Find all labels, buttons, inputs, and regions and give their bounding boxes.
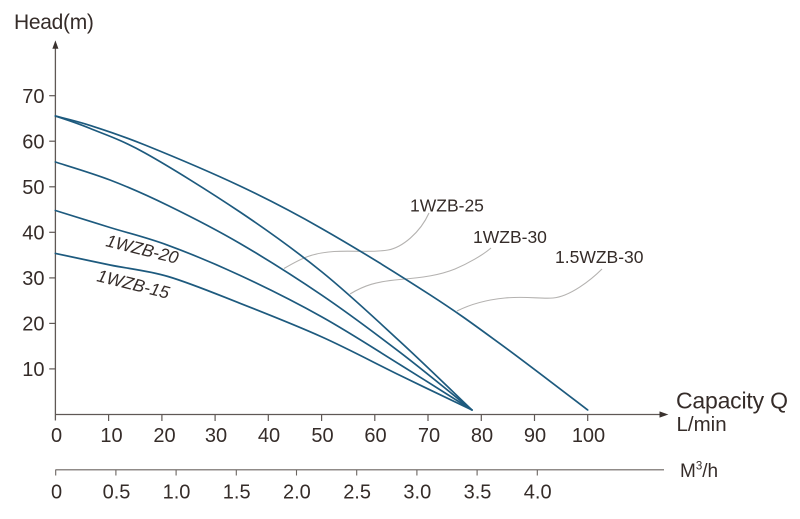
- svg-text:1WZB-25: 1WZB-25: [410, 195, 484, 215]
- svg-text:4.0: 4.0: [524, 482, 552, 504]
- svg-text:Head(m): Head(m): [14, 11, 94, 34]
- svg-text:2.5: 2.5: [343, 482, 371, 504]
- svg-text:90: 90: [524, 425, 546, 447]
- svg-text:70: 70: [418, 425, 440, 447]
- svg-text:L/min: L/min: [677, 413, 727, 436]
- svg-text:M3/h: M3/h: [680, 461, 718, 483]
- svg-text:80: 80: [471, 425, 493, 447]
- svg-text:50: 50: [311, 425, 333, 447]
- svg-text:1WZB-30: 1WZB-30: [473, 227, 547, 247]
- svg-text:60: 60: [364, 425, 386, 447]
- svg-text:10: 10: [100, 425, 122, 447]
- svg-text:60: 60: [22, 131, 44, 153]
- svg-text:40: 40: [22, 223, 44, 245]
- svg-text:40: 40: [258, 425, 280, 447]
- svg-text:3.0: 3.0: [403, 482, 431, 504]
- svg-text:10: 10: [22, 359, 44, 381]
- svg-text:1.0: 1.0: [163, 482, 191, 504]
- svg-text:50: 50: [22, 177, 44, 199]
- svg-text:20: 20: [153, 425, 175, 447]
- svg-text:70: 70: [22, 86, 44, 108]
- svg-text:30: 30: [205, 425, 227, 447]
- svg-text:30: 30: [22, 268, 44, 290]
- svg-text:0.5: 0.5: [103, 482, 131, 504]
- svg-text:1.5: 1.5: [223, 482, 251, 504]
- svg-text:100: 100: [572, 425, 605, 447]
- svg-text:Capacity Q: Capacity Q: [676, 388, 788, 414]
- svg-text:3.5: 3.5: [464, 482, 492, 504]
- svg-text:1WZB-15: 1WZB-15: [95, 265, 172, 302]
- svg-text:0: 0: [51, 425, 62, 447]
- svg-text:1.5WZB-30: 1.5WZB-30: [555, 247, 644, 267]
- svg-text:2.0: 2.0: [283, 482, 311, 504]
- svg-text:20: 20: [22, 314, 44, 336]
- svg-text:0: 0: [51, 482, 62, 504]
